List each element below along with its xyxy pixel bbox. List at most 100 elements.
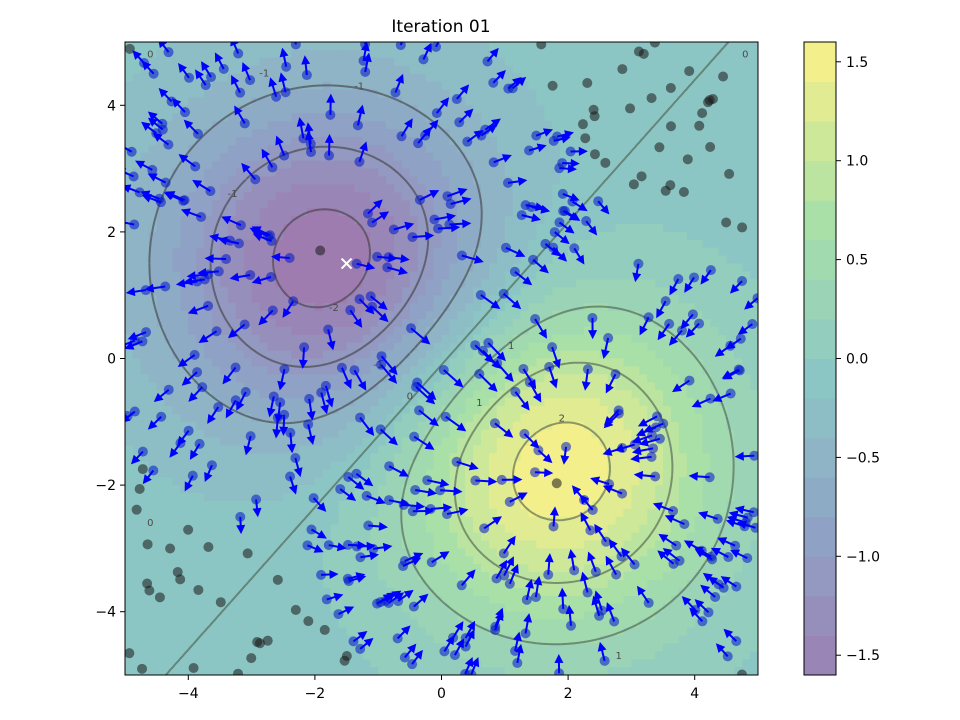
heat-cell — [599, 595, 609, 605]
heat-cell — [140, 564, 150, 573]
heat-cell — [196, 255, 205, 265]
heat-cell — [251, 603, 261, 613]
heat-cell — [354, 580, 363, 589]
heat-cell — [552, 540, 561, 549]
heat-cell — [291, 500, 300, 510]
heat-cell — [362, 469, 371, 478]
heat-cell — [568, 390, 577, 399]
heat-cell — [172, 413, 181, 423]
heat-cell — [568, 500, 577, 510]
heat-cell — [156, 271, 166, 280]
heat-cell — [164, 247, 174, 257]
heat-cell — [465, 413, 474, 423]
heat-cell — [568, 635, 577, 644]
heat-cell — [394, 105, 403, 114]
heat-cell — [172, 667, 181, 675]
heat-cell — [457, 398, 466, 407]
heat-cell — [330, 279, 340, 288]
heat-cell — [394, 374, 403, 383]
heat-cell — [370, 627, 379, 637]
heat-cell — [251, 57, 261, 67]
heat-cell — [354, 429, 363, 439]
heat-cell — [164, 437, 174, 447]
heat-cell — [330, 176, 340, 186]
heat-cell — [140, 342, 150, 352]
heat-cell — [306, 279, 316, 288]
heat-cell — [267, 223, 276, 233]
heat-cell — [449, 572, 458, 581]
heat-cell — [441, 635, 451, 644]
heat-cell — [172, 453, 181, 462]
heat-cell — [457, 263, 466, 273]
heat-cell — [496, 342, 506, 352]
heat-cell — [457, 295, 466, 304]
heat-cell — [401, 168, 411, 178]
heat-cell — [576, 136, 585, 146]
heat-cell — [488, 287, 498, 296]
heat-cell — [496, 493, 506, 502]
heat-cell — [370, 326, 379, 336]
heat-cell — [299, 192, 308, 201]
heat-cell — [465, 603, 474, 613]
heat-cell — [441, 73, 451, 83]
heat-cell — [417, 461, 427, 470]
heat-cell — [235, 651, 245, 660]
heat-cell — [520, 129, 530, 138]
heat-cell — [560, 200, 569, 209]
heat-cell — [607, 532, 617, 542]
heat-cell — [330, 255, 340, 265]
heat-cell — [441, 477, 451, 486]
heat-cell — [599, 65, 609, 75]
heat-cell — [291, 651, 300, 660]
heat-cell — [441, 89, 451, 98]
heat-cell — [544, 65, 553, 75]
heat-cell — [465, 247, 474, 257]
heat-cell — [449, 105, 458, 114]
heat-cell — [291, 493, 300, 502]
heat-cell — [560, 382, 569, 391]
heat-cell — [504, 358, 514, 368]
heat-cell — [180, 295, 189, 304]
heat-cell — [275, 200, 284, 209]
heat-cell — [172, 508, 181, 518]
heat-cell — [473, 279, 482, 288]
heat-cell — [607, 57, 617, 67]
heat-cell — [259, 429, 269, 439]
heat-cell — [568, 398, 577, 407]
heat-cell — [520, 121, 530, 130]
heat-cell — [299, 524, 308, 534]
heat-cell — [599, 461, 609, 470]
heat-cell — [267, 295, 276, 304]
heat-cell — [188, 81, 197, 91]
heat-cell — [243, 516, 253, 526]
heat-cell — [568, 311, 577, 320]
heat-cell — [251, 659, 261, 668]
heat-cell — [544, 113, 553, 122]
heat-cell — [330, 651, 340, 660]
heat-cell — [425, 176, 435, 186]
heat-cell — [299, 382, 308, 391]
heat-cell — [441, 231, 451, 241]
heat-cell — [346, 500, 356, 510]
heat-cell — [219, 216, 229, 225]
heat-cell — [172, 65, 181, 75]
heat-cell — [481, 564, 490, 573]
heat-cell — [449, 477, 458, 486]
heat-cell — [291, 239, 300, 249]
heat-cell — [370, 374, 379, 383]
heat-cell — [164, 587, 174, 597]
heat-cell — [275, 208, 284, 217]
heat-cell — [212, 200, 221, 209]
heat-cell — [425, 350, 435, 360]
heat-cell — [306, 477, 316, 486]
heat-cell — [433, 263, 443, 273]
heat-cell — [275, 97, 284, 106]
heat-cell — [164, 413, 174, 423]
heat-cell — [243, 105, 253, 114]
heat-cell — [386, 295, 395, 304]
heat-cell — [520, 350, 530, 360]
heat-cell — [386, 57, 395, 67]
heat-cell — [235, 374, 245, 383]
heat-cell — [386, 611, 395, 621]
heat-cell — [536, 342, 545, 352]
